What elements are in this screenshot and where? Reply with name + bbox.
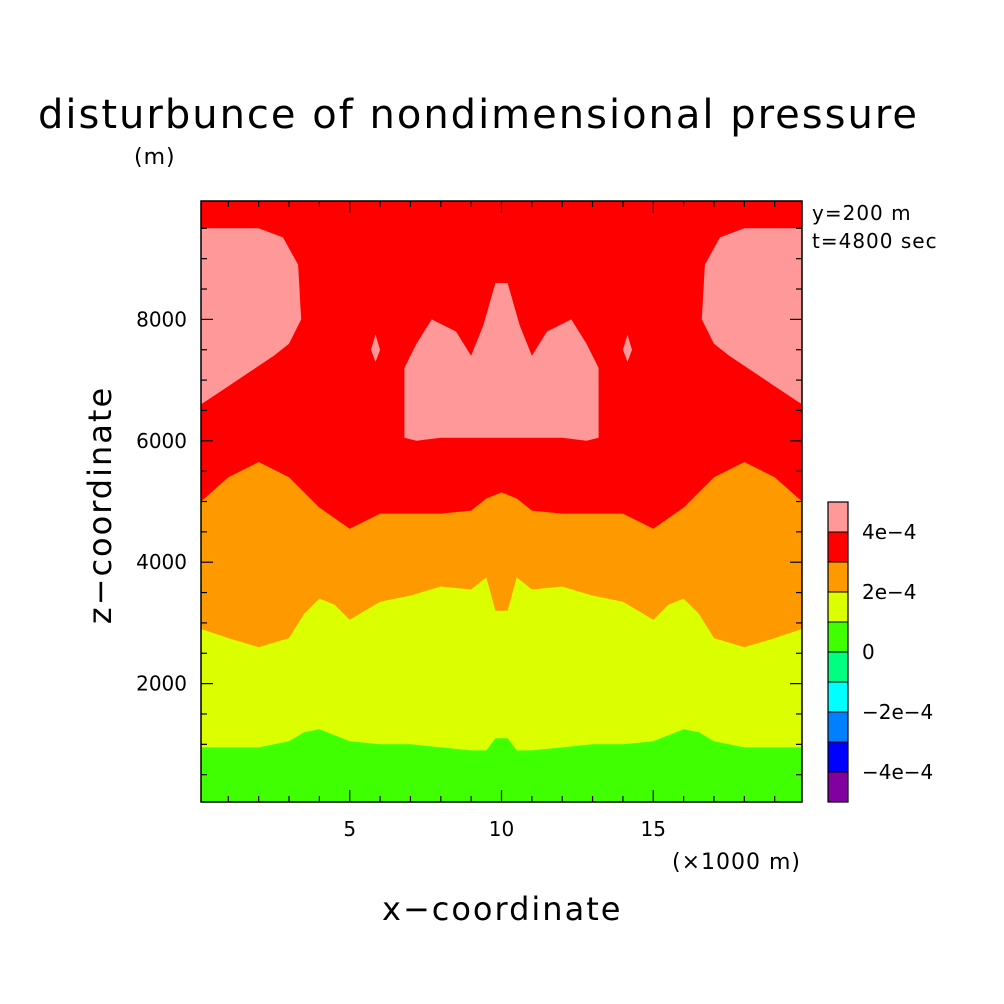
x-tick-label: 10 bbox=[489, 817, 514, 841]
y-tick-label: 4000 bbox=[136, 550, 187, 574]
axis-ticks: 5 10 15 2000 4000 6000 8000 bbox=[136, 201, 802, 841]
contour-fills bbox=[201, 201, 802, 802]
legend-label: 2e−4 bbox=[862, 580, 917, 604]
legend-swatch bbox=[828, 622, 848, 652]
x-axis-unit: (×1000 m) bbox=[672, 850, 802, 875]
legend-label: 0 bbox=[862, 640, 875, 664]
y-axis-label: z−coordinate bbox=[81, 385, 119, 625]
annotation-time: t=4800 sec bbox=[812, 229, 938, 253]
region-pink-left bbox=[201, 228, 302, 405]
legend-swatch bbox=[828, 742, 848, 772]
region-pink-center bbox=[404, 283, 599, 441]
legend-swatch bbox=[828, 772, 848, 802]
legend-label: −4e−4 bbox=[862, 760, 933, 784]
legend-swatch bbox=[828, 532, 848, 562]
legend-swatch bbox=[828, 712, 848, 742]
legend-swatch bbox=[828, 592, 848, 622]
legend-label: −2e−4 bbox=[862, 700, 933, 724]
legend-label: 4e−4 bbox=[862, 520, 917, 544]
chart-title: disturbunce of nondimensional pressure bbox=[38, 92, 919, 138]
color-legend: −4e−4 −2e−4 0 2e−4 4e−4 bbox=[827, 501, 933, 803]
legend-swatch bbox=[828, 502, 848, 532]
y-tick-label: 8000 bbox=[136, 307, 187, 331]
x-tick-label: 5 bbox=[343, 817, 356, 841]
region-pink-speck-left bbox=[371, 334, 381, 362]
legend-swatch bbox=[828, 652, 848, 682]
x-axis-label: x−coordinate bbox=[382, 890, 623, 928]
region-pink-right bbox=[701, 228, 802, 405]
legend-swatch bbox=[828, 562, 848, 592]
region-pink-speck-right bbox=[622, 334, 632, 362]
x-tick-label: 15 bbox=[641, 817, 666, 841]
y-axis-unit: (m) bbox=[134, 145, 176, 170]
y-tick-label: 2000 bbox=[136, 672, 187, 696]
legend-swatch bbox=[828, 682, 848, 712]
y-tick-label: 6000 bbox=[136, 429, 187, 453]
annotation-y-position: y=200 m bbox=[812, 201, 912, 225]
